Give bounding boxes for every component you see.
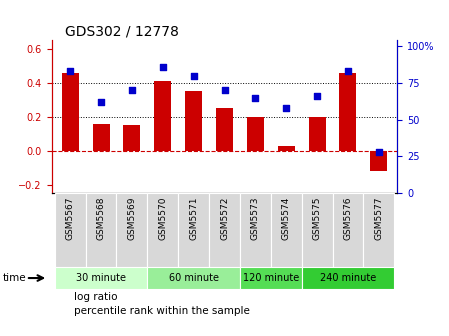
Text: GSM5572: GSM5572 <box>220 197 229 240</box>
FancyBboxPatch shape <box>116 193 147 267</box>
Bar <box>62 73 79 151</box>
Text: GSM5567: GSM5567 <box>66 197 75 240</box>
Text: GSM5573: GSM5573 <box>251 197 260 240</box>
FancyBboxPatch shape <box>55 267 147 289</box>
Bar <box>370 151 387 171</box>
FancyBboxPatch shape <box>240 193 271 267</box>
Bar <box>154 81 171 151</box>
FancyBboxPatch shape <box>333 193 363 267</box>
FancyBboxPatch shape <box>240 267 302 289</box>
Text: 30 minute: 30 minute <box>76 273 126 283</box>
Point <box>221 88 228 93</box>
Bar <box>123 125 141 151</box>
Point <box>375 150 383 155</box>
Text: GSM5574: GSM5574 <box>282 197 291 240</box>
Text: 120 minute: 120 minute <box>242 273 299 283</box>
Point <box>252 95 259 100</box>
Text: GDS302 / 12778: GDS302 / 12778 <box>65 25 179 39</box>
Text: time: time <box>2 273 26 283</box>
FancyBboxPatch shape <box>86 193 116 267</box>
FancyBboxPatch shape <box>147 193 178 267</box>
Text: log ratio: log ratio <box>74 292 118 302</box>
Bar <box>278 145 295 151</box>
Bar <box>92 124 110 151</box>
Point <box>128 88 136 93</box>
Text: 240 minute: 240 minute <box>320 273 376 283</box>
FancyBboxPatch shape <box>209 193 240 267</box>
Bar <box>185 91 202 151</box>
Point <box>97 99 105 105</box>
Bar <box>247 117 264 151</box>
Text: GSM5575: GSM5575 <box>313 197 321 240</box>
Text: 60 minute: 60 minute <box>169 273 219 283</box>
FancyBboxPatch shape <box>55 193 86 267</box>
FancyBboxPatch shape <box>147 267 240 289</box>
Point <box>283 105 290 111</box>
FancyBboxPatch shape <box>363 193 394 267</box>
FancyBboxPatch shape <box>178 193 209 267</box>
Point <box>190 73 197 78</box>
Point <box>66 69 74 74</box>
Bar <box>308 117 326 151</box>
Bar <box>339 73 357 151</box>
Text: GSM5576: GSM5576 <box>343 197 352 240</box>
Point <box>159 64 166 70</box>
Text: GSM5569: GSM5569 <box>128 197 136 240</box>
FancyBboxPatch shape <box>302 193 333 267</box>
Text: percentile rank within the sample: percentile rank within the sample <box>74 306 250 316</box>
Point <box>313 93 321 99</box>
FancyBboxPatch shape <box>271 193 302 267</box>
Text: GSM5571: GSM5571 <box>189 197 198 240</box>
FancyBboxPatch shape <box>302 267 394 289</box>
Point <box>344 69 352 74</box>
Text: GSM5568: GSM5568 <box>97 197 106 240</box>
Text: GSM5577: GSM5577 <box>374 197 383 240</box>
Bar <box>216 108 233 151</box>
Text: GSM5570: GSM5570 <box>158 197 167 240</box>
